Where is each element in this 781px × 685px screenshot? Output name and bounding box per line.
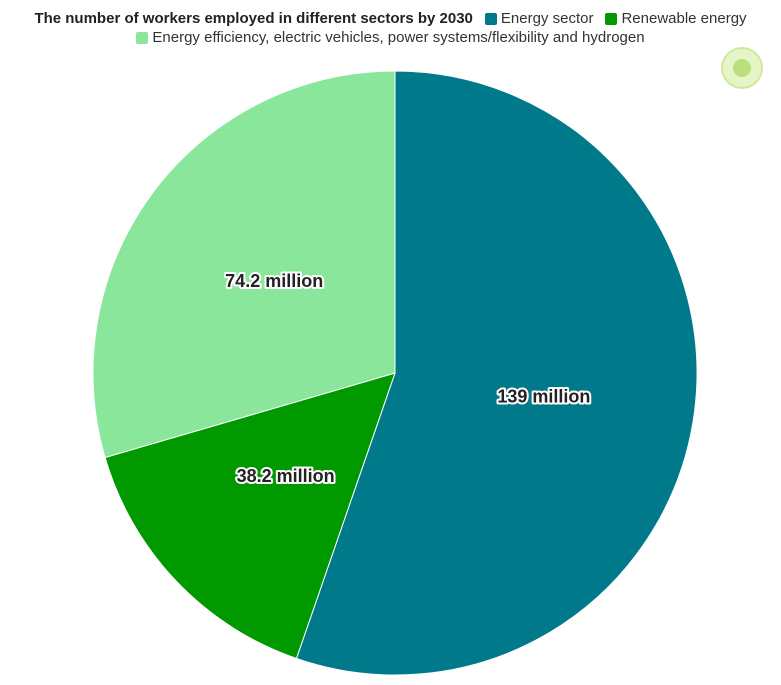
pie-slice xyxy=(104,372,396,660)
pie-slice xyxy=(295,70,698,676)
chart-title: The number of workers employed in differ… xyxy=(34,10,473,27)
value-label: 74.2 million xyxy=(225,271,323,291)
legend-label: Energy efficiency, electric vehicles, po… xyxy=(152,29,645,46)
legend-swatch xyxy=(484,12,497,25)
legend-label: Renewable energy xyxy=(621,10,747,27)
value-label: 139 million xyxy=(497,387,590,407)
legend-swatch xyxy=(605,12,618,25)
legend-item[interactable]: Energy sector xyxy=(484,10,594,27)
legend-item[interactable]: Energy efficiency, electric vehicles, po… xyxy=(136,29,645,46)
value-label: 38.2 million xyxy=(237,466,335,486)
legend-item[interactable]: Renewable energy xyxy=(605,10,747,27)
legend-swatch xyxy=(136,31,149,44)
legend-label: Energy sector xyxy=(500,10,594,27)
pie-slice xyxy=(92,70,396,459)
logo-mark xyxy=(733,59,751,77)
header: The number of workers employed in differ… xyxy=(0,10,781,46)
